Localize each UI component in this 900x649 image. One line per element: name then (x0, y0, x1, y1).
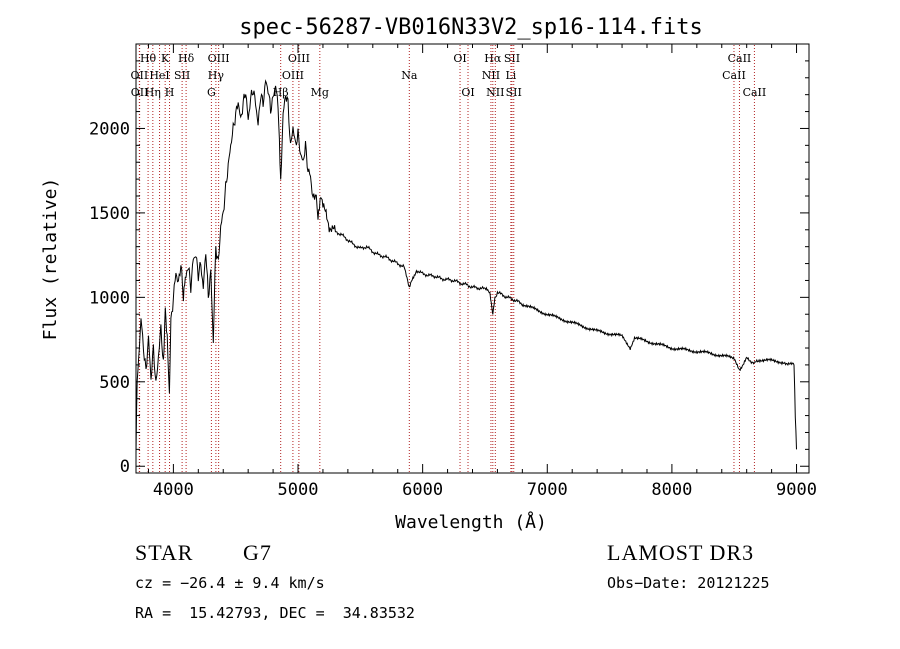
line-marker-label-4: HeI (149, 69, 169, 82)
y-tick-label-1: 500 (99, 373, 130, 393)
line-marker-label-6: SII (174, 69, 190, 82)
x-tick-label-1: 5000 (278, 480, 319, 500)
line-marker-label-17: OI (453, 52, 466, 65)
line-marker-label-19: Hα (484, 52, 502, 65)
line-marker-label-16: Na (401, 69, 418, 82)
observation-date: Obs−Date: 20121225 (607, 574, 770, 592)
line-marker-label-23: Li (505, 69, 516, 82)
x-tick-label-5: 9000 (776, 480, 817, 500)
line-marker-label-24: SII (506, 86, 522, 99)
line-marker-label-15: Mg (311, 86, 329, 99)
line-marker-label-5: Hη (145, 86, 161, 99)
coordinates: RA = 15.42793, DEC = 34.83532 (135, 604, 415, 622)
axis-ticks: 4000 5000 6000 7000 8000 9000 0 500 1000 1500 2000 (89, 44, 817, 500)
line-marker-label-26: CaII (722, 69, 746, 82)
line-marker-label-25: CaII (728, 52, 752, 65)
line-marker-label-3: K (161, 52, 170, 65)
line-marker-label-12: Hβ (273, 86, 289, 99)
line-marker-label-13: OIII (288, 52, 310, 65)
object-subclass: G7 (243, 540, 272, 565)
x-tick-label-4: 8000 (651, 480, 692, 500)
object-class: STAR (135, 540, 194, 565)
y-tick-label-4: 2000 (89, 119, 130, 139)
x-tick-label-2: 6000 (402, 480, 443, 500)
x-tick-label-3: 7000 (527, 480, 568, 500)
survey-name: LAMOST DR3 (607, 540, 755, 565)
line-marker-label-8: Hδ (178, 52, 195, 65)
y-tick-label-3: 1500 (89, 204, 130, 224)
y-axis-label: Flux (relative) (40, 178, 61, 341)
line-marker-label-10: Hγ (208, 69, 225, 82)
line-marker-label-11: G (207, 86, 216, 99)
line-marker-label-0: Hθ (140, 52, 157, 65)
series-line-0 (135, 79, 797, 454)
line-marker-label-14: OIII (282, 69, 304, 82)
line-marker-label-20: NII (482, 69, 500, 82)
line-marker-label-9: OIII (208, 52, 230, 65)
y-tick-label-2: 1000 (89, 288, 130, 308)
y-tick-label-0: 0 (120, 457, 130, 477)
line-marker-label-18: OI (461, 86, 474, 99)
line-marker-label-21: NII (486, 86, 504, 99)
line-marker-label-22: SII (504, 52, 520, 65)
line-marker-label-2: OII (131, 86, 149, 99)
spectrum-series (135, 79, 797, 454)
line-marker-label-27: CaII (743, 86, 767, 99)
x-axis-label: Wavelength (Å) (395, 511, 547, 533)
line-marker-label-7: H (165, 86, 175, 99)
redshift-velocity: cz = −26.4 ± 9.4 km/s (135, 574, 325, 592)
x-tick-label-0: 4000 (153, 480, 194, 500)
chart-title: spec-56287-VB016N33V2_sp16-114.fits (239, 15, 703, 40)
